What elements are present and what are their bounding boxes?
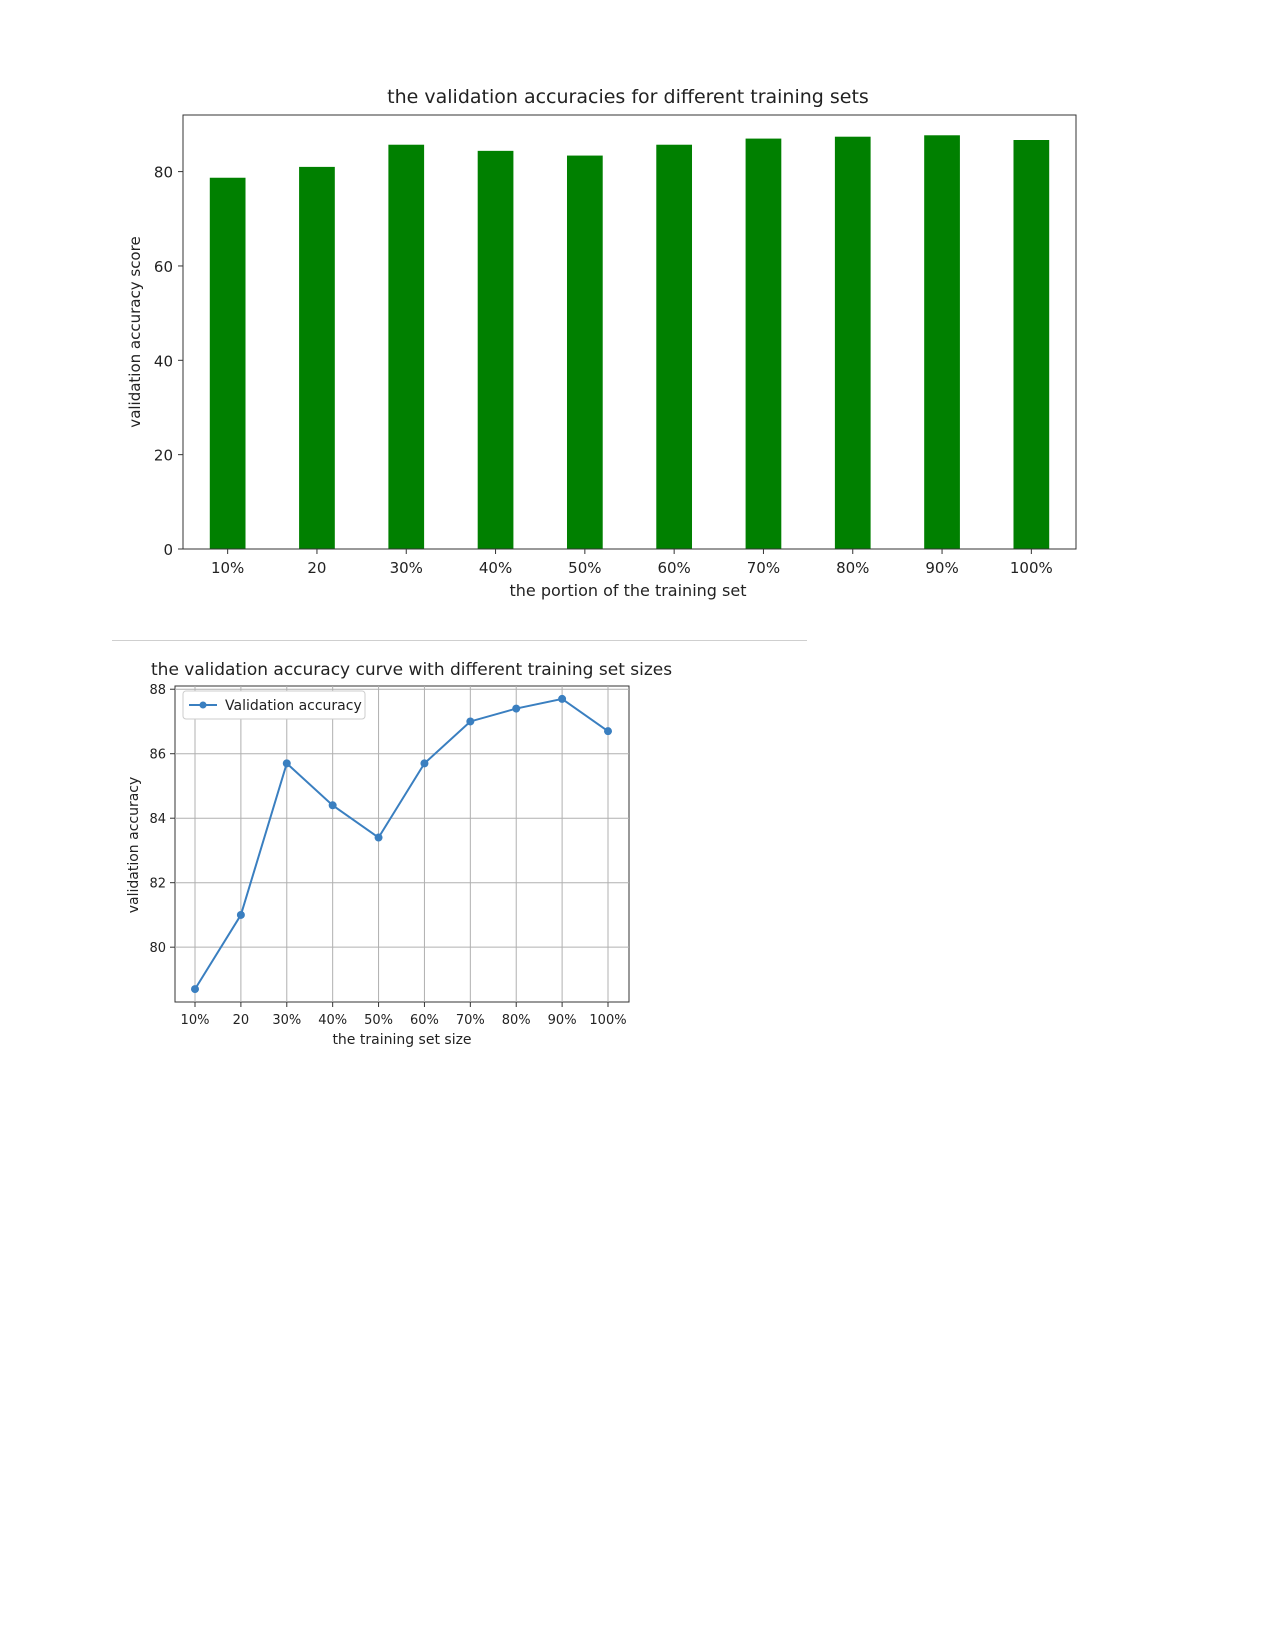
bar — [388, 144, 425, 550]
bar-chart-title: the validation accuracies for different … — [387, 86, 869, 108]
line-chart: the validation accuracy curve with diffe… — [126, 660, 672, 1048]
x-tick-label: 50% — [568, 559, 601, 577]
data-point — [236, 910, 245, 919]
x-tick-label: 20 — [307, 559, 326, 577]
x-tick-label: 80% — [502, 1013, 531, 1028]
x-tick-label: 80% — [836, 559, 869, 577]
bar — [1013, 140, 1050, 549]
x-tick-label: 30% — [390, 559, 423, 577]
x-tick-label: 40% — [318, 1013, 347, 1028]
y-tick-label: 80 — [154, 164, 173, 182]
x-tick-label: 60% — [657, 559, 690, 577]
y-tick-label: 82 — [149, 877, 166, 892]
y-tick-label: 60 — [154, 258, 173, 276]
bar — [477, 150, 514, 549]
data-point — [466, 717, 475, 726]
bar-chart-x-axis-label: the portion of the training set — [510, 581, 747, 600]
y-tick-label: 86 — [149, 748, 166, 763]
x-tick-label: 90% — [548, 1013, 577, 1028]
bar-chart: the validation accuracies for different … — [126, 86, 1077, 600]
x-tick-label: 30% — [272, 1013, 301, 1028]
section-divider — [112, 640, 807, 641]
legend-box — [182, 690, 366, 720]
x-tick-label: 100% — [589, 1013, 626, 1028]
x-tick-label: 10% — [211, 559, 244, 577]
y-tick-label: 40 — [154, 352, 173, 370]
x-tick-label: 10% — [181, 1013, 210, 1028]
data-point — [374, 833, 383, 842]
bar — [656, 144, 693, 550]
x-tick-label: 60% — [410, 1013, 439, 1028]
bar — [299, 166, 335, 550]
line-chart-y-axis-label: validation accuracy — [126, 777, 142, 914]
data-point — [191, 985, 199, 994]
bar-chart-y-axis-label: validation accuracy score — [126, 236, 144, 427]
x-tick-label: 50% — [364, 1013, 393, 1028]
line-chart-plot-area: 10% 20 30% 40% 50% 60% 70% 80% 90% 100% 80 82 84 86 88 — [149, 683, 629, 1028]
bar — [566, 155, 603, 549]
x-tick-label: 70% — [747, 559, 780, 577]
y-tick-label: 88 — [149, 683, 166, 698]
legend-label: Validation accuracy — [225, 698, 362, 714]
line-chart-legend: Validation accuracy — [182, 690, 366, 720]
data-point — [604, 727, 612, 736]
data-point — [282, 759, 291, 768]
line-chart-title: the validation accuracy curve with diffe… — [151, 660, 672, 680]
y-tick-label: 0 — [163, 541, 173, 559]
x-tick-label: 70% — [456, 1013, 485, 1028]
data-point — [558, 694, 567, 703]
bar — [924, 135, 960, 549]
series-line — [194, 697, 609, 990]
x-tick-label: 100% — [1010, 559, 1053, 577]
bar-chart-plot-area: 10% 20 30% 40% 50% 60% 70% 80% 90% 100% 0 20 40 60 80 — [154, 135, 1053, 577]
data-point — [420, 759, 429, 768]
x-tick-label: 20 — [233, 1013, 250, 1028]
x-tick-label: 90% — [925, 559, 958, 577]
x-tick-label: 40% — [479, 559, 512, 577]
y-tick-label: 20 — [154, 447, 173, 465]
line-chart-frame — [174, 685, 630, 1003]
bar-chart-frame — [182, 114, 1077, 550]
bar — [745, 138, 782, 549]
data-point — [512, 704, 521, 713]
bar — [209, 177, 246, 549]
legend-marker-swatch — [199, 701, 207, 709]
line-chart-x-axis-label: the training set size — [332, 1032, 471, 1048]
y-tick-label: 80 — [149, 941, 166, 956]
y-tick-label: 84 — [149, 812, 166, 827]
bar — [834, 136, 871, 549]
data-point — [328, 801, 337, 810]
